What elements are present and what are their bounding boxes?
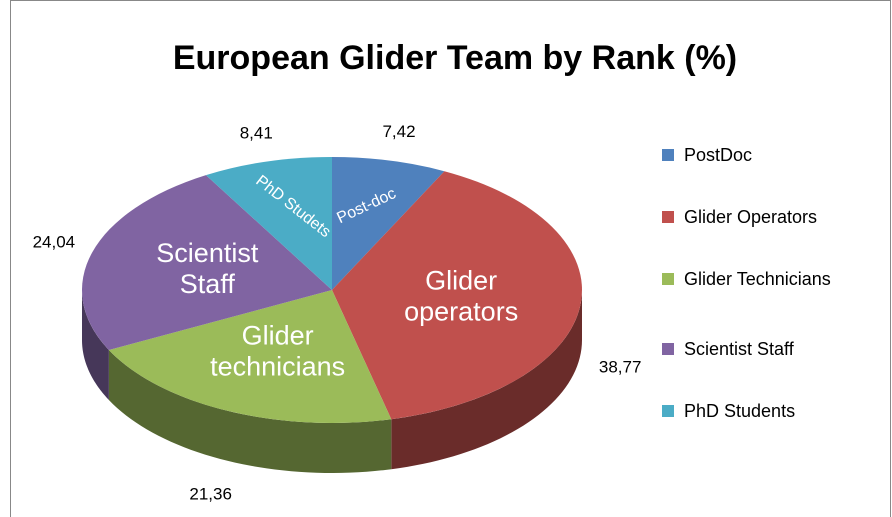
legend-label: PostDoc (684, 145, 752, 165)
legend-swatch (662, 405, 674, 417)
legend-swatch (662, 149, 674, 161)
chart-title: European Glider Team by Rank (%) (173, 39, 737, 77)
slice (205, 157, 332, 290)
slice (332, 157, 445, 290)
value-label: 8,41 (240, 123, 273, 142)
legend-swatch (662, 343, 674, 355)
value-label: 38,77 (599, 358, 642, 377)
value-label: 21,36 (189, 484, 232, 503)
slice (332, 171, 583, 420)
slice-label: Scientist (156, 238, 259, 268)
slice-label: technicians (210, 351, 345, 381)
slice-side (391, 290, 582, 470)
slice (82, 175, 332, 351)
legend-swatch (662, 211, 674, 223)
slice-side (108, 350, 392, 473)
slice (108, 290, 392, 423)
legend-swatch (662, 273, 674, 285)
legend-label: Scientist Staff (684, 339, 795, 359)
slice-label: Glider (425, 265, 497, 295)
slice-label: Glider (242, 320, 314, 350)
legend-label: Glider Technicians (684, 269, 831, 289)
legend-label: PhD Students (684, 401, 795, 421)
slice-label: operators (404, 296, 518, 326)
value-label: 7,42 (382, 122, 415, 141)
slice-side (82, 290, 109, 401)
slice-label: Staff (180, 269, 236, 299)
value-label: 24,04 (33, 232, 76, 251)
legend-label: Glider Operators (684, 207, 817, 227)
